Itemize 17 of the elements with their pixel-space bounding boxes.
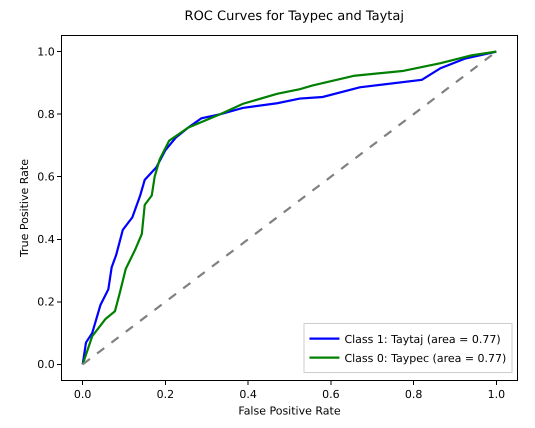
legend-label: Class 0: Taypec (area = 0.77) (344, 352, 506, 365)
x-tick-label: 0.0 (74, 388, 92, 402)
legend-label: Class 1: Taytaj (area = 0.77) (344, 332, 501, 346)
x-tick-label: 0.8 (404, 388, 422, 402)
x-tick-label: 0.2 (156, 388, 174, 402)
y-axis-title: True Positive Rate (18, 158, 31, 258)
x-tick-label: 1.0 (488, 388, 506, 402)
x-tick-label: 0.4 (239, 388, 257, 402)
x-axis-title: False Positive Rate (238, 404, 341, 418)
y-tick-label: 0.8 (37, 108, 55, 122)
x-tick-label: 0.6 (322, 388, 340, 402)
chart-title: ROC Curves for Taypec and Taytaj (184, 8, 404, 24)
y-tick-label: 0.6 (37, 170, 55, 184)
y-tick-label: 0.0 (37, 358, 55, 372)
y-tick-label: 0.4 (37, 233, 55, 246)
y-tick-label: 1.0 (37, 45, 55, 58)
y-tick-label: 0.2 (37, 296, 55, 309)
